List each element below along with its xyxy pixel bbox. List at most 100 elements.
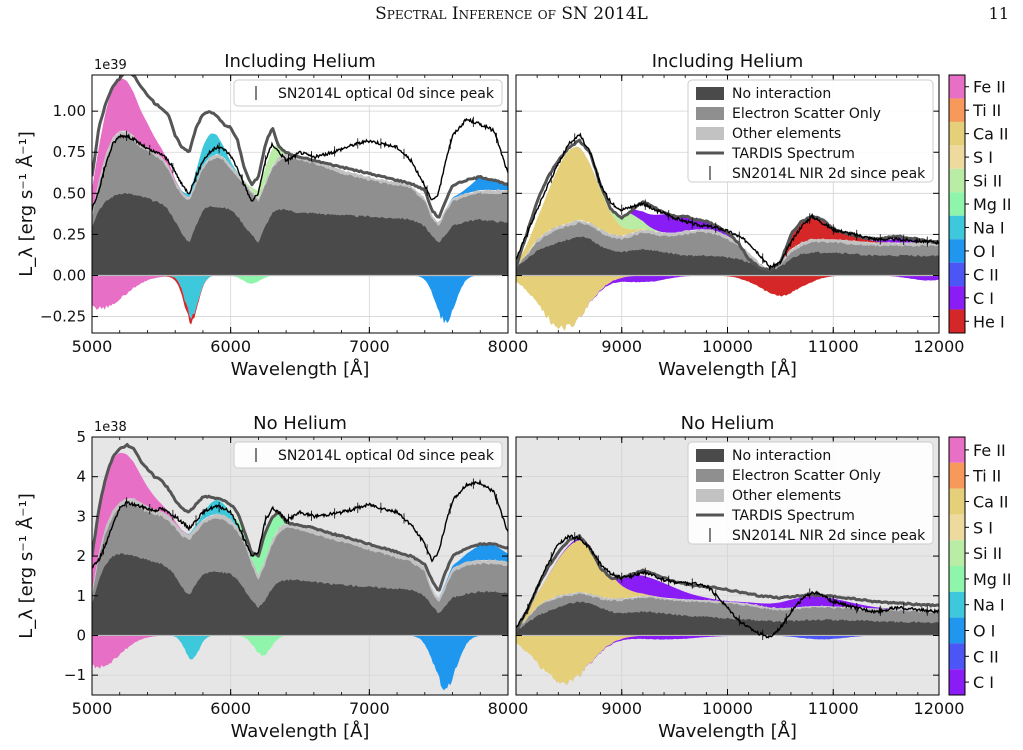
legend-label: Other elements [732,126,841,142]
legend-label: Electron Scatter Only [732,468,881,484]
colorbar-label: Fe II [973,441,1006,460]
panel-title: No Helium [681,413,775,434]
x-tick-label: 6000 [210,337,251,356]
colorbar-label: He I [973,312,1005,331]
legend-label: TARDIS Spectrum [731,146,855,162]
x-tick-label: 5000 [72,337,113,356]
plot-area [92,443,508,691]
panel-top-right: 9000 10000 11000 12000 Including Helium Wavel… [515,51,964,380]
x-tick-label: 7000 [349,337,390,356]
y-tick-label: 0.00 [53,266,86,284]
colorbar-label: S I [973,518,993,537]
colorbar-swatch [949,643,965,670]
colorbar-label: Na I [973,218,1005,237]
x-tick-label: 12000 [914,699,965,718]
colorbar-swatch [949,75,965,99]
colorbar-label: Mg II [973,195,1011,214]
y-tick-label: 1 [76,587,86,605]
legend-box [687,79,934,183]
contrib-area-ca-ii [516,146,939,271]
colorbar-top: Fe II Ti II Ca II S I Si II Mg II Na I O I C II C… [948,74,1011,334]
legend-patch [696,127,724,140]
plot-area [516,132,939,332]
y-tick-label: 4 [76,468,86,486]
legend-label: Other elements [732,488,841,504]
x-tick-label: 8000 [488,699,529,718]
legend-label: No interaction [732,86,831,102]
page-number: 11 [988,4,1009,23]
axis-multiplier: 1e38 [94,420,127,435]
panel-bottom-left: 5000 6000 7000 8000 −1 0 1 2 3 4 5 No Helium Wavelen… [15,413,528,742]
legend-label: Electron Scatter Only [732,106,881,122]
y-axis-label: L_λ [erg s⁻¹ Å⁻¹] [15,493,37,639]
observed-spectrum-line [92,478,508,569]
colorbar-label: Ca II [973,493,1009,512]
colorbar-swatch [949,462,965,489]
x-tick-label: 8000 [488,337,529,356]
y-tick-label: 0.50 [53,184,86,202]
x-axis-label: Wavelength [Å] [231,358,370,380]
absorption-area-fe-ii [92,275,508,310]
legend-label: No interaction [732,448,831,464]
observed-spectrum-line [92,117,508,211]
plot-area [516,532,939,686]
colorbar-label: Ti II [972,467,1001,486]
observed-spectrum-line [516,534,939,639]
y-tick-label: −1 [64,666,86,684]
legend: SN2014L optical 0d since peak [233,79,503,107]
colorbar-label: C I [973,289,994,308]
y-axis-label: L_λ [erg s⁻¹ Å⁻¹] [15,131,37,277]
absorption-area-na-i [92,635,508,669]
y-tick-label: 1.00 [53,102,86,120]
colorbar-swatch [949,617,965,644]
colorbar-label: Fe II [973,78,1006,97]
absorption-area-fe-ii [92,635,508,669]
colorbar-label: Si II [973,172,1002,191]
colorbar-swatch [949,591,965,618]
colorbar-swatch [949,488,965,515]
legend-patch [696,469,724,482]
colorbar-label: Si II [973,544,1002,563]
colorbar-label: Na I [973,596,1005,615]
colorbar-label: Ca II [973,125,1009,144]
x-tick-label: 5000 [72,699,113,718]
legend-patch [696,449,724,462]
legend-label: SN2014L optical 0d since peak [278,86,495,102]
contrib-area-ca-ii [516,540,939,632]
colorbar-swatch [949,98,965,122]
absorption-area-ca-ii [516,635,939,686]
tardis-spectrum-line [92,443,508,592]
legend-patch [696,489,724,502]
colorbar-label: O I [973,622,995,641]
running-title: Spectral Inference of SN 2014L [375,4,648,24]
colorbar-swatch [949,215,965,240]
colorbar-swatch [949,286,965,310]
x-tick-label: 10000 [702,699,753,718]
no-interaction-area [92,553,508,636]
colorbar-label: C II [973,647,999,666]
panel-title: No Helium [253,413,347,434]
absorption-area-na-i [92,275,508,319]
colorbar-swatch [949,540,965,566]
colorbar-swatch [949,437,965,463]
legend-patch [696,87,724,100]
y-tick-label: −0.25 [40,308,86,326]
x-axis-label: Wavelength [Å] [658,720,797,742]
colorbar-frame [948,74,966,334]
tardis-spectrum-line [92,75,508,219]
x-tick-label: 9000 [601,699,642,718]
y-tick-label: 0 [76,626,86,644]
x-tick-label: 10000 [702,337,753,356]
colorbar-label: Mg II [973,570,1011,589]
plot-frame [91,436,509,696]
panel-top-left: 5000 6000 7000 8000 −0.25 0.00 0.25 0.50 0.75 1.0… [15,51,528,380]
legend: SN2014L optical 0d since peak [233,441,503,469]
x-axis-label: Wavelength [Å] [658,358,797,380]
colorbar-label: S I [973,148,993,167]
page-header: Spectral Inference of SN 2014L 11 [0,0,1023,30]
colorbar-swatch [949,669,965,695]
contrib-area-fe-ii [92,452,508,599]
legend-box [233,79,503,107]
no-interaction-area [516,236,939,276]
colorbar-frame [948,436,966,696]
